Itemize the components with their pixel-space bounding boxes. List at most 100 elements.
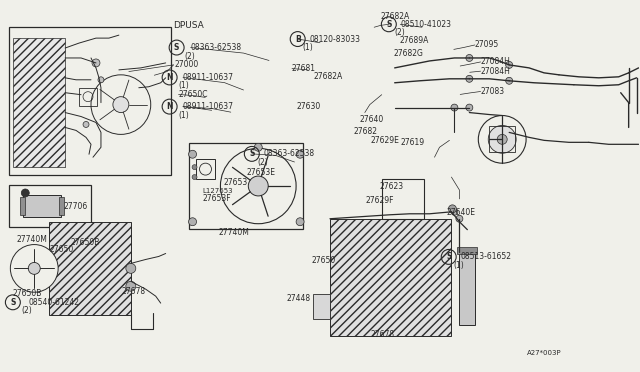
Circle shape	[497, 134, 507, 144]
Bar	[330, 219, 451, 336]
Text: 08120-83033: 08120-83033	[309, 35, 360, 44]
Circle shape	[456, 215, 463, 222]
Text: 27084H: 27084H	[481, 57, 511, 67]
Circle shape	[506, 77, 513, 84]
Circle shape	[466, 54, 473, 61]
Circle shape	[478, 116, 526, 163]
Bar	[20, 197, 26, 215]
Circle shape	[466, 76, 473, 82]
Text: 27650: 27650	[312, 256, 336, 265]
Circle shape	[83, 122, 89, 128]
Circle shape	[296, 150, 304, 158]
Circle shape	[28, 262, 40, 274]
Text: N: N	[166, 102, 173, 111]
Text: 08911-10637: 08911-10637	[183, 102, 234, 111]
Text: 27448: 27448	[286, 294, 310, 303]
Text: (2): (2)	[257, 158, 268, 167]
Text: 27653F: 27653F	[202, 195, 231, 203]
Bar	[49, 222, 131, 315]
Text: 27083: 27083	[481, 87, 505, 96]
Text: (2): (2)	[184, 52, 195, 61]
Text: 08513-61652: 08513-61652	[460, 252, 511, 262]
Bar	[460, 250, 476, 325]
Text: 08510-41023: 08510-41023	[400, 20, 451, 29]
Text: 27650C: 27650C	[179, 90, 208, 99]
Bar	[458, 247, 477, 254]
Text: (2): (2)	[394, 28, 404, 37]
Text: S: S	[10, 298, 15, 307]
Text: 27640: 27640	[360, 115, 384, 124]
Text: 27095: 27095	[475, 41, 499, 49]
Circle shape	[451, 104, 458, 111]
Text: 27678: 27678	[121, 287, 145, 296]
Circle shape	[98, 77, 104, 83]
Text: 27682G: 27682G	[394, 49, 424, 58]
Bar	[13, 38, 65, 167]
Bar	[489, 126, 515, 152]
Text: S: S	[446, 252, 451, 262]
Circle shape	[506, 61, 513, 68]
Bar	[196, 159, 216, 179]
Text: 27689A: 27689A	[399, 36, 429, 45]
Text: 27084H: 27084H	[481, 67, 511, 76]
Text: (1): (1)	[178, 81, 189, 90]
Circle shape	[91, 75, 151, 134]
Circle shape	[220, 148, 296, 224]
Text: 27681: 27681	[292, 64, 316, 73]
Circle shape	[21, 189, 29, 197]
Circle shape	[113, 97, 129, 113]
Text: (1): (1)	[454, 261, 465, 270]
Text: 27000: 27000	[175, 60, 199, 70]
Circle shape	[451, 208, 458, 215]
Text: 27629E: 27629E	[371, 136, 400, 145]
Text: 27623: 27623	[380, 182, 403, 191]
Text: 27740M: 27740M	[16, 235, 47, 244]
Bar	[189, 143, 303, 229]
Text: S: S	[174, 43, 179, 52]
Text: B: B	[295, 35, 301, 44]
Text: A27*003P: A27*003P	[527, 350, 562, 356]
Text: DPUSA: DPUSA	[173, 21, 204, 30]
Bar	[10, 185, 91, 227]
Text: 27682A: 27682A	[314, 72, 343, 81]
Text: (1): (1)	[178, 110, 189, 120]
Bar	[23, 195, 61, 217]
Circle shape	[248, 176, 268, 196]
Bar	[10, 27, 171, 175]
Text: 27650B: 27650B	[70, 238, 100, 247]
Circle shape	[189, 218, 196, 226]
Circle shape	[126, 263, 136, 273]
Text: 27650B: 27650B	[13, 289, 42, 298]
Text: 27630: 27630	[296, 103, 321, 112]
Bar	[79, 88, 97, 106]
Text: 27653: 27653	[223, 178, 248, 187]
Text: (2): (2)	[22, 306, 33, 315]
Circle shape	[10, 244, 58, 292]
Circle shape	[488, 125, 516, 153]
Text: 27653E: 27653E	[246, 168, 275, 177]
Circle shape	[192, 174, 197, 180]
Circle shape	[254, 143, 262, 151]
Text: 27706: 27706	[64, 202, 88, 211]
Circle shape	[189, 150, 196, 158]
Circle shape	[192, 165, 197, 170]
Circle shape	[92, 59, 100, 67]
Text: L127653: L127653	[202, 188, 233, 194]
Text: N: N	[166, 73, 173, 82]
Circle shape	[466, 104, 473, 111]
Text: 08363-62538: 08363-62538	[191, 43, 242, 52]
Bar	[313, 294, 330, 319]
Text: 27682A: 27682A	[381, 12, 410, 22]
Text: 27678: 27678	[371, 330, 395, 339]
Circle shape	[449, 205, 456, 213]
Text: S: S	[386, 20, 392, 29]
Text: 27640E: 27640E	[446, 208, 475, 217]
Text: S: S	[249, 150, 255, 158]
Circle shape	[126, 281, 136, 291]
Text: 27619: 27619	[401, 138, 425, 147]
Bar	[381, 179, 424, 219]
Circle shape	[296, 218, 304, 226]
Text: 27682: 27682	[354, 127, 378, 136]
Text: 08911-10637: 08911-10637	[183, 73, 234, 82]
Text: 27740M: 27740M	[218, 228, 249, 237]
